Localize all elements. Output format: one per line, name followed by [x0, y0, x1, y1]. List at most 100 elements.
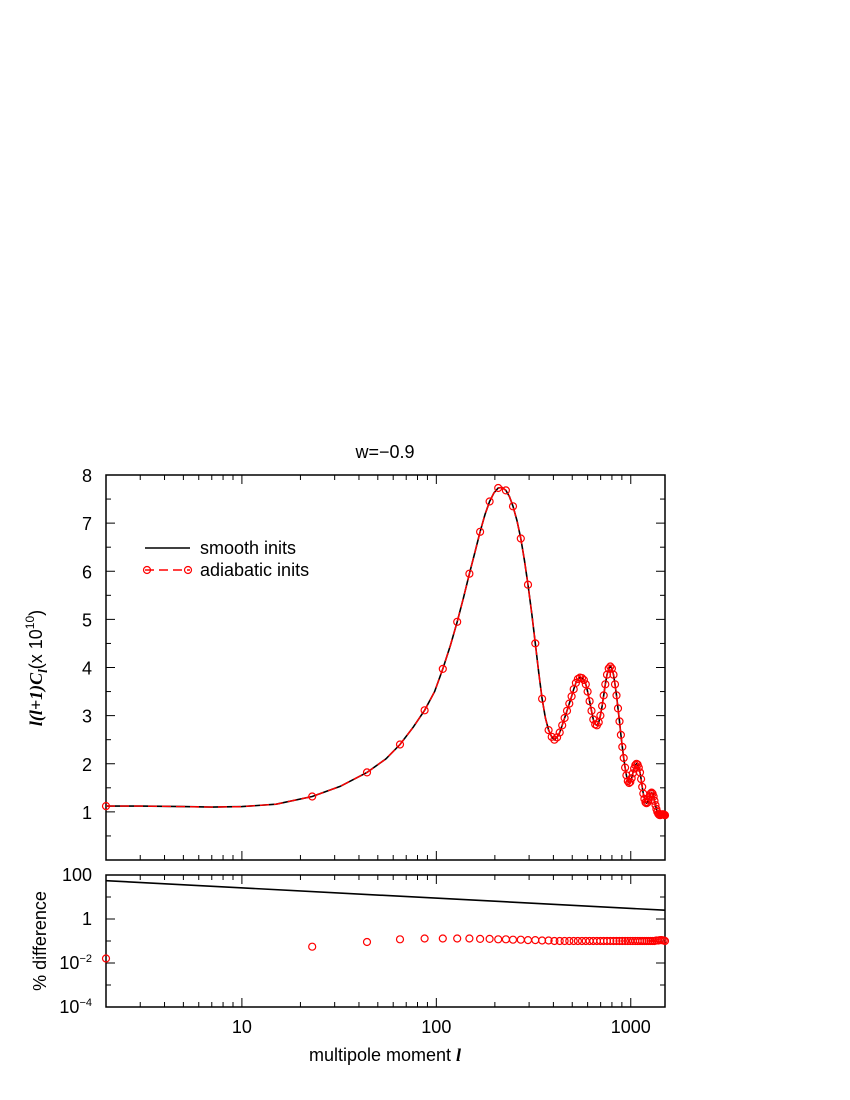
adiabatic-inits-point — [465, 569, 474, 578]
adiabatic-inits-point — [619, 753, 628, 763]
adiabatic-difference-point — [612, 936, 621, 946]
adiabatic-difference-point — [606, 936, 615, 946]
adiabatic-difference-point — [308, 942, 317, 951]
adiabatic-difference-point — [573, 936, 583, 946]
adiabatic-difference-point — [544, 936, 553, 945]
legend-smooth-label: smooth inits — [200, 538, 296, 558]
x-tick-label: 10 — [232, 1017, 252, 1037]
adiabatic-difference-point — [618, 936, 627, 946]
adiabatic-inits-point — [610, 680, 620, 689]
top-panel-frame — [105, 474, 666, 861]
adiabatic-inits-point — [485, 497, 494, 506]
adiabatic-difference-point — [560, 936, 569, 946]
adiabatic-inits-point — [531, 639, 540, 648]
bottom-y-tick-exponent: −4 — [79, 997, 92, 1009]
adiabatic-inits-point — [577, 673, 587, 683]
adiabatic-difference-point — [453, 934, 462, 943]
legend: smooth inits adiabatic inits — [142, 538, 309, 580]
adiabatic-difference-point — [569, 936, 578, 946]
adiabatic-inits-point — [573, 674, 583, 684]
adiabatic-inits-point — [612, 691, 621, 700]
adiabatic-difference-point — [476, 934, 485, 944]
smooth-inits-line — [106, 486, 666, 817]
top-y-tick-label: 5 — [82, 610, 92, 630]
adiabatic-inits-point — [613, 704, 623, 713]
bottom-y-tick-base: 10 — [59, 953, 79, 973]
adiabatic-inits-point — [599, 691, 608, 700]
adiabatic-inits-point — [537, 694, 547, 703]
adiabatic-difference-point — [501, 935, 510, 944]
bottom-y-axis-title: % difference — [30, 891, 50, 991]
bottom-y-tick-label: 10−2 — [59, 953, 92, 973]
ylabel-sub-part: l — [35, 669, 50, 673]
adiabatic-difference-point — [438, 934, 447, 943]
top-y-tick-label: 8 — [82, 466, 92, 486]
adiabatic-inits-point — [587, 706, 596, 715]
adiabatic-difference-point — [615, 936, 624, 946]
bottom-y-tick-exponent: −2 — [79, 953, 92, 965]
adiabatic-difference-point — [620, 936, 630, 946]
adiabatic-difference-point — [609, 936, 618, 946]
bottom-panel-ticks — [105, 874, 665, 1008]
adiabatic-inits-point — [544, 725, 553, 735]
adiabatic-inits-point — [101, 801, 111, 811]
top-y-tick-label: 6 — [82, 562, 92, 582]
xlabel-symbol: l — [456, 1045, 461, 1065]
adiabatic-inits-point — [581, 680, 590, 689]
adiabatic-difference-point — [494, 935, 503, 944]
adiabatic-inits-point — [558, 721, 567, 730]
legend-adiabatic-marker-right — [183, 565, 193, 575]
bottom-y-tick-base: 1 — [82, 909, 92, 929]
adiabatic-inits-point — [609, 670, 618, 679]
bottom-panel-plot-area — [101, 879, 670, 963]
x-tick-label: 1000 — [611, 1017, 651, 1037]
top-y-tick-label: 3 — [82, 707, 92, 727]
legend-adiabatic-marker-left — [142, 565, 152, 575]
adiabatic-inits-point — [660, 811, 670, 820]
adiabatic-inits-point — [626, 777, 635, 787]
adiabatic-inits-point — [615, 717, 624, 726]
adiabatic-difference-point — [531, 935, 540, 945]
adiabatic-inits-line — [106, 486, 666, 816]
adiabatic-inits-point — [565, 699, 574, 708]
adiabatic-difference-point — [555, 936, 564, 946]
adiabatic-inits-point — [562, 706, 572, 715]
adiabatic-inits-point — [620, 763, 630, 772]
ylabel-close-part: ) — [26, 610, 46, 616]
adiabatic-inits-point — [362, 768, 372, 777]
adiabatic-inits-point — [555, 728, 564, 737]
ylabel-l-part: l(l+1) — [26, 685, 47, 726]
ylabel-rest-part: (x 10 — [26, 629, 46, 669]
adiabatic-inits-point — [647, 788, 656, 797]
adiabatic-difference-point — [362, 937, 372, 947]
adiabatic-inits-point — [395, 740, 405, 749]
adiabatic-difference-point — [485, 934, 494, 944]
top-panel-plot-area — [101, 483, 670, 820]
adiabatic-inits-point — [585, 697, 594, 706]
ylabel-exp-part: 10 — [23, 616, 37, 630]
adiabatic-inits-point — [308, 792, 317, 801]
adiabatic-inits-point — [501, 486, 510, 495]
adiabatic-inits-point — [550, 735, 559, 744]
adiabatic-inits-point — [579, 675, 589, 685]
bottom-y-tick-base: 10 — [59, 997, 79, 1017]
adiabatic-inits-point — [552, 733, 562, 742]
adiabatic-difference-point — [523, 935, 533, 945]
adiabatic-inits-point — [650, 796, 659, 805]
top-panel-y-tick-labels: 1 2 3 4 5 6 7 8 — [82, 466, 92, 823]
x-tick-label: 100 — [421, 1017, 451, 1037]
top-y-tick-label: 2 — [82, 755, 92, 775]
adiabatic-inits-point — [649, 792, 658, 801]
adiabatic-inits-point — [476, 527, 485, 536]
top-y-tick-label: 7 — [82, 514, 92, 534]
chart-title: w=−0.9 — [354, 442, 414, 462]
adiabatic-inits-point — [597, 701, 607, 711]
adiabatic-inits-point — [606, 662, 615, 671]
adiabatic-inits-point — [508, 502, 518, 511]
adiabatic-inits-point — [634, 763, 643, 772]
adiabatic-inits-point — [494, 483, 503, 493]
adiabatic-inits-point — [616, 730, 626, 740]
adiabatic-difference-point — [550, 936, 559, 946]
